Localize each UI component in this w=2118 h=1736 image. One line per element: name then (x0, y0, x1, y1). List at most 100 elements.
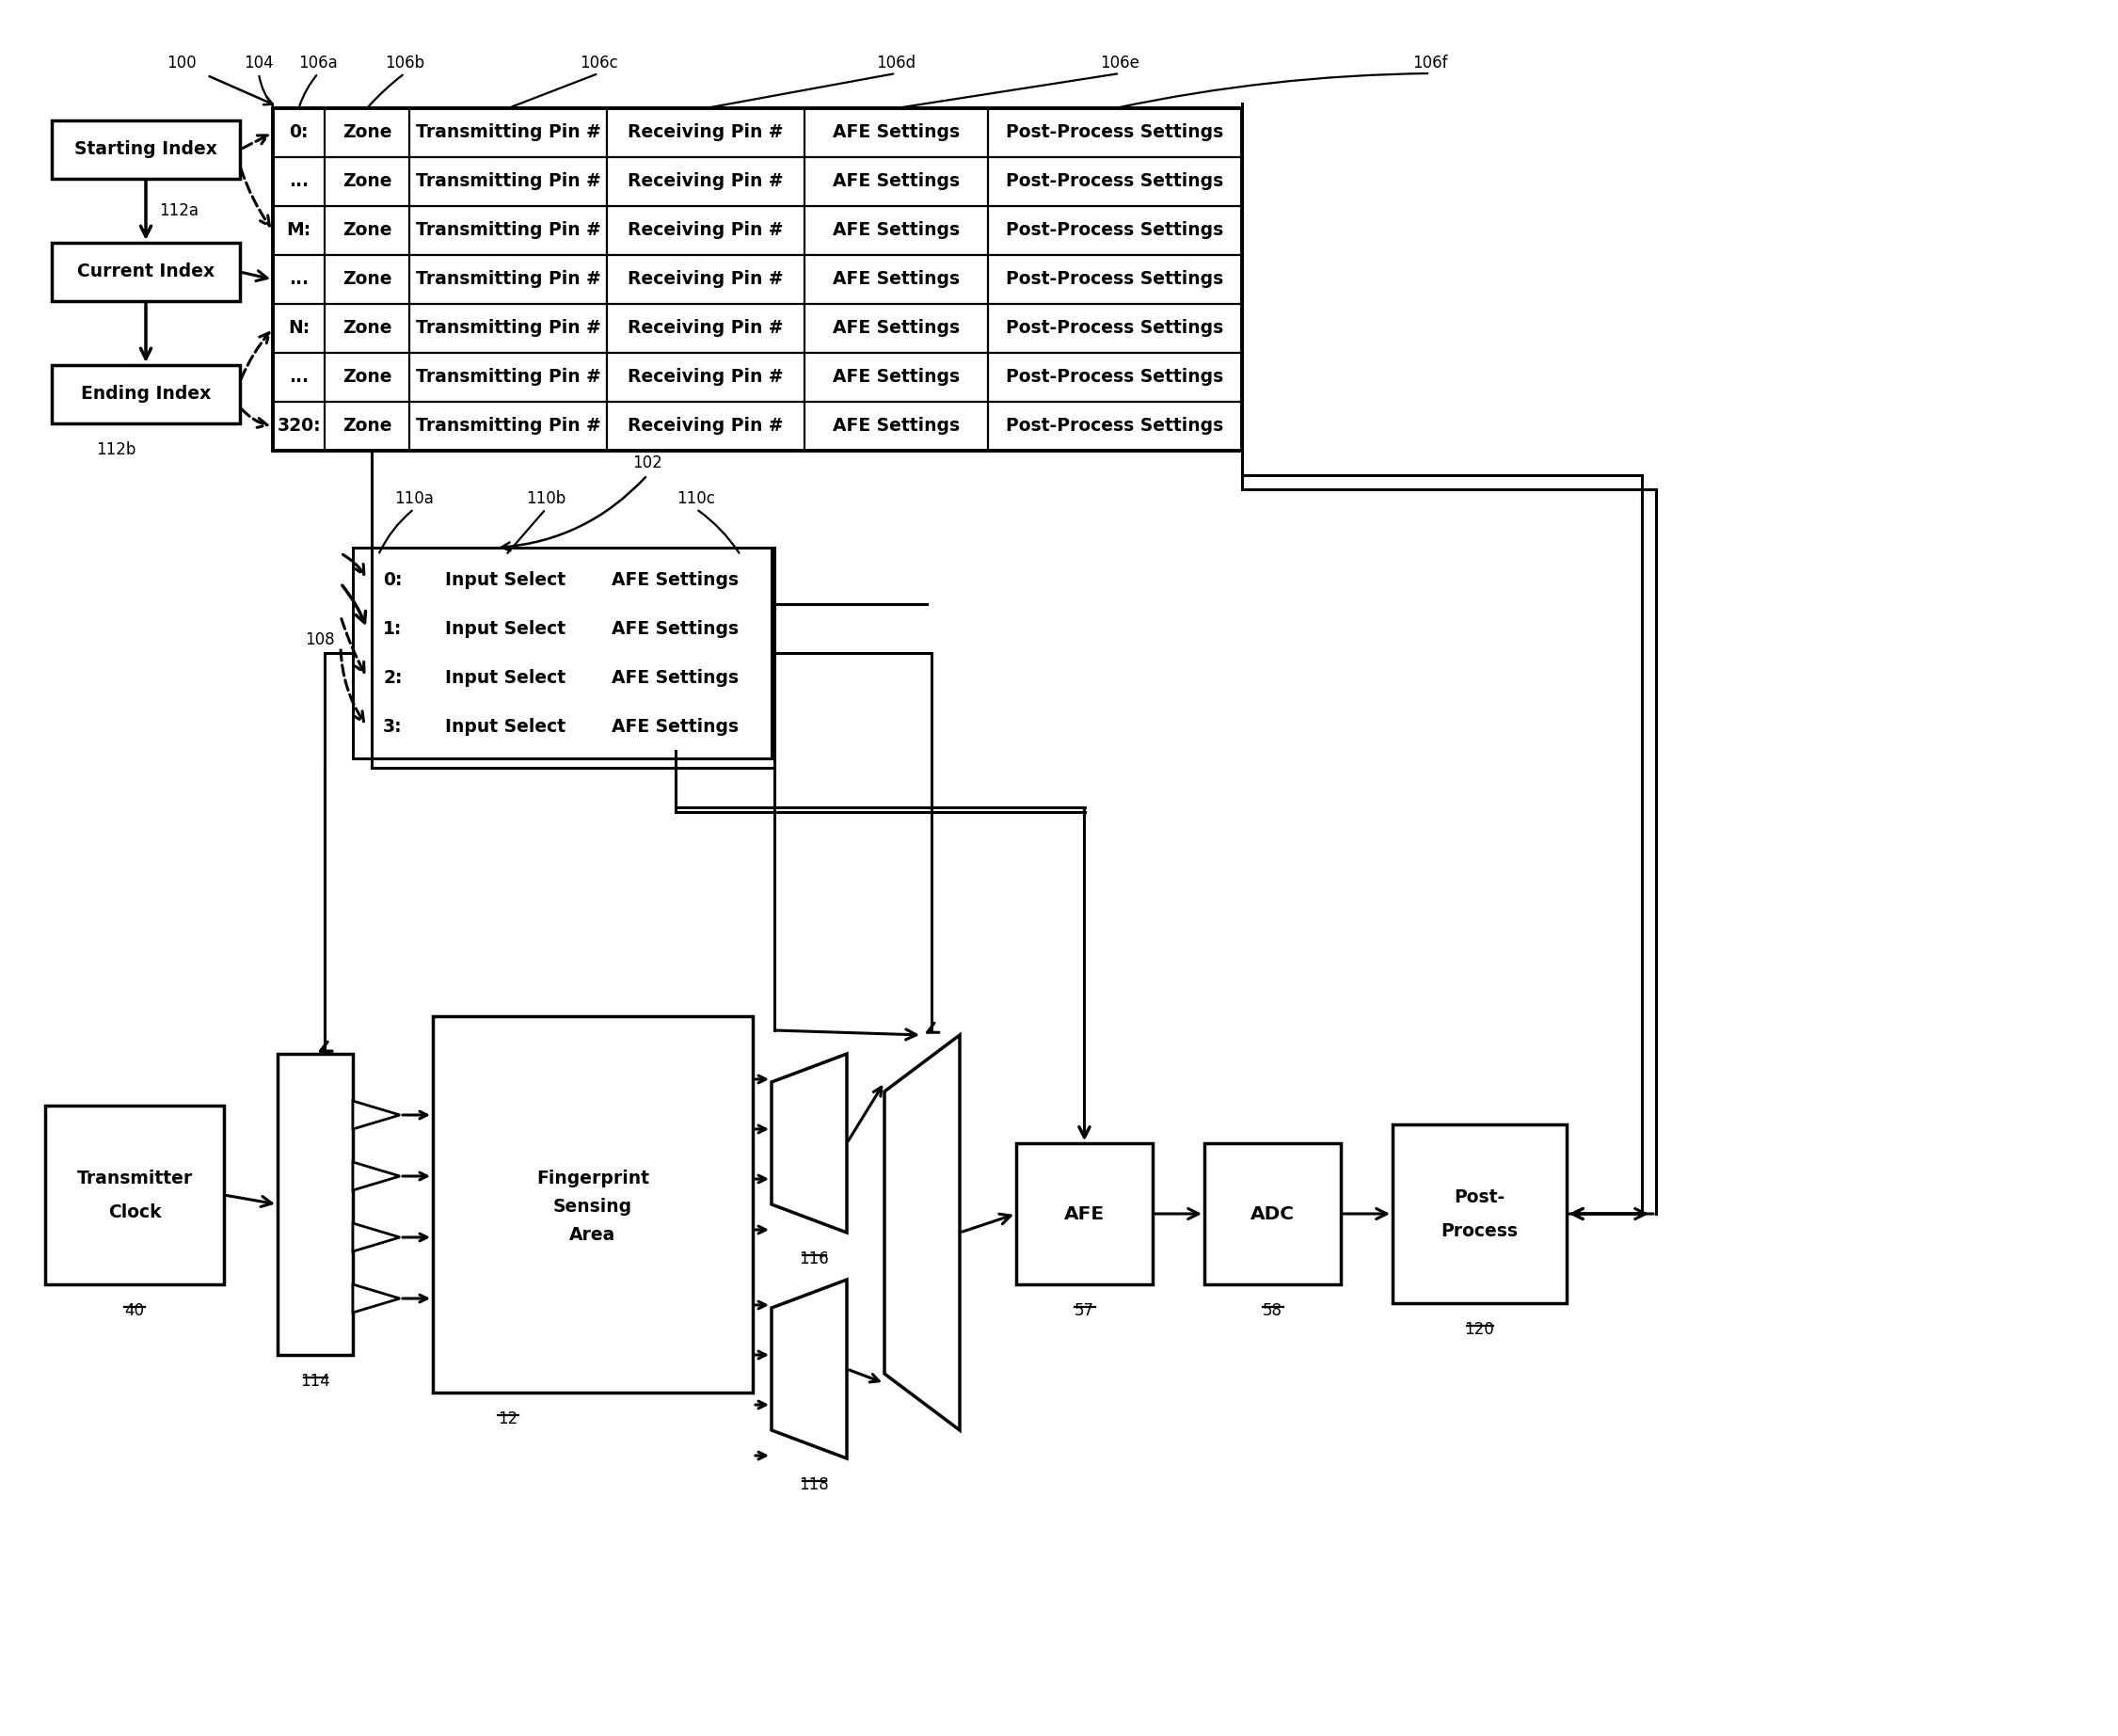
Bar (366, 556, 758, 752)
Text: 110c: 110c (678, 490, 716, 507)
Bar (432, 1016, 752, 1392)
Text: Post-Process Settings: Post-Process Settings (1006, 271, 1224, 288)
Text: Receiving Pin #: Receiving Pin # (627, 222, 784, 240)
Bar (1017, 1144, 1152, 1285)
Bar (273, 108, 1241, 451)
Text: Zone: Zone (343, 368, 392, 385)
Text: 120: 120 (1466, 1321, 1495, 1338)
Text: 100: 100 (167, 54, 197, 71)
Text: Clock: Clock (108, 1203, 161, 1220)
Text: AFE Settings: AFE Settings (612, 571, 739, 589)
Text: Transmitting Pin #: Transmitting Pin # (415, 368, 602, 385)
Bar (277, 1054, 354, 1354)
Text: AFE Settings: AFE Settings (832, 319, 959, 337)
Text: 112a: 112a (159, 203, 199, 219)
Text: Post-Process Settings: Post-Process Settings (1006, 319, 1224, 337)
Text: Fingerprint: Fingerprint (536, 1168, 650, 1187)
Text: AFE Settings: AFE Settings (832, 271, 959, 288)
Text: Current Index: Current Index (76, 262, 214, 281)
Text: 118: 118 (798, 1476, 828, 1493)
Text: ...: ... (288, 368, 309, 385)
Text: Post-Process Settings: Post-Process Settings (1006, 123, 1224, 142)
Text: 106f: 106f (1413, 54, 1449, 71)
Text: 2:: 2: (383, 668, 402, 686)
Text: Input Select: Input Select (445, 668, 566, 686)
Text: 106d: 106d (877, 54, 915, 71)
Text: 58: 58 (1262, 1302, 1284, 1319)
Text: Post-Process Settings: Post-Process Settings (1006, 172, 1224, 191)
Text: 3:: 3: (383, 717, 402, 736)
Text: 106c: 106c (578, 54, 618, 71)
Text: 104: 104 (244, 54, 273, 71)
Text: Zone: Zone (343, 123, 392, 142)
Text: N:: N: (288, 319, 309, 337)
Text: 12: 12 (498, 1410, 519, 1427)
Text: Input Select: Input Select (445, 620, 566, 637)
Text: Transmitting Pin #: Transmitting Pin # (415, 222, 602, 240)
Bar (51, 120, 239, 179)
Text: Zone: Zone (343, 319, 392, 337)
Text: 108: 108 (305, 632, 335, 648)
Text: Sensing: Sensing (553, 1198, 633, 1215)
Text: 0:: 0: (383, 571, 402, 589)
Text: Process: Process (1440, 1222, 1519, 1240)
Text: Transmitting Pin #: Transmitting Pin # (415, 417, 602, 436)
Text: Input Select: Input Select (445, 717, 566, 736)
Text: 106a: 106a (299, 54, 337, 71)
Text: Input Select: Input Select (445, 571, 566, 589)
Text: Transmitting Pin #: Transmitting Pin # (415, 271, 602, 288)
Text: Post-Process Settings: Post-Process Settings (1006, 222, 1224, 240)
Text: Zone: Zone (343, 417, 392, 436)
Text: AFE Settings: AFE Settings (832, 123, 959, 142)
Bar (44, 1106, 225, 1285)
Text: Transmitting Pin #: Transmitting Pin # (415, 172, 602, 191)
Text: Post-Process Settings: Post-Process Settings (1006, 368, 1224, 385)
Polygon shape (771, 1279, 847, 1458)
Text: Receiving Pin #: Receiving Pin # (627, 417, 784, 436)
Text: 114: 114 (301, 1373, 330, 1391)
Bar (1205, 1144, 1341, 1285)
Text: Receiving Pin #: Receiving Pin # (627, 172, 784, 191)
Text: Transmitting Pin #: Transmitting Pin # (415, 123, 602, 142)
Text: 1:: 1: (383, 620, 402, 637)
Polygon shape (771, 1054, 847, 1233)
Text: AFE Settings: AFE Settings (832, 172, 959, 191)
Bar (354, 547, 771, 759)
Text: Post-: Post- (1455, 1187, 1506, 1207)
Text: AFE Settings: AFE Settings (612, 668, 739, 686)
Text: Starting Index: Starting Index (74, 141, 218, 158)
Text: Area: Area (570, 1226, 616, 1243)
Text: AFE Settings: AFE Settings (612, 717, 739, 736)
Bar (51, 243, 239, 300)
Bar (1392, 1125, 1567, 1304)
Text: Zone: Zone (343, 222, 392, 240)
Text: 110a: 110a (394, 490, 434, 507)
Polygon shape (354, 1224, 400, 1252)
Text: Receiving Pin #: Receiving Pin # (627, 123, 784, 142)
Text: AFE Settings: AFE Settings (832, 417, 959, 436)
Text: 112b: 112b (95, 441, 136, 458)
Text: 57: 57 (1074, 1302, 1095, 1319)
Text: AFE Settings: AFE Settings (832, 368, 959, 385)
Text: Transmitting Pin #: Transmitting Pin # (415, 319, 602, 337)
Text: ADC: ADC (1250, 1205, 1294, 1222)
Text: ...: ... (288, 271, 309, 288)
Polygon shape (354, 1101, 400, 1128)
Text: M:: M: (286, 222, 311, 240)
Text: 110b: 110b (525, 490, 566, 507)
Text: AFE Settings: AFE Settings (832, 222, 959, 240)
Text: Receiving Pin #: Receiving Pin # (627, 271, 784, 288)
Text: 0:: 0: (288, 123, 309, 142)
Bar (51, 365, 239, 424)
Polygon shape (354, 1161, 400, 1191)
Text: Ending Index: Ending Index (80, 385, 212, 403)
Text: AFE Settings: AFE Settings (612, 620, 739, 637)
Polygon shape (885, 1035, 959, 1430)
Text: Post-Process Settings: Post-Process Settings (1006, 417, 1224, 436)
Text: Zone: Zone (343, 172, 392, 191)
Text: Receiving Pin #: Receiving Pin # (627, 368, 784, 385)
Text: 102: 102 (633, 455, 663, 472)
Polygon shape (354, 1285, 400, 1312)
Text: Transmitter: Transmitter (76, 1168, 193, 1187)
Text: Receiving Pin #: Receiving Pin # (627, 319, 784, 337)
